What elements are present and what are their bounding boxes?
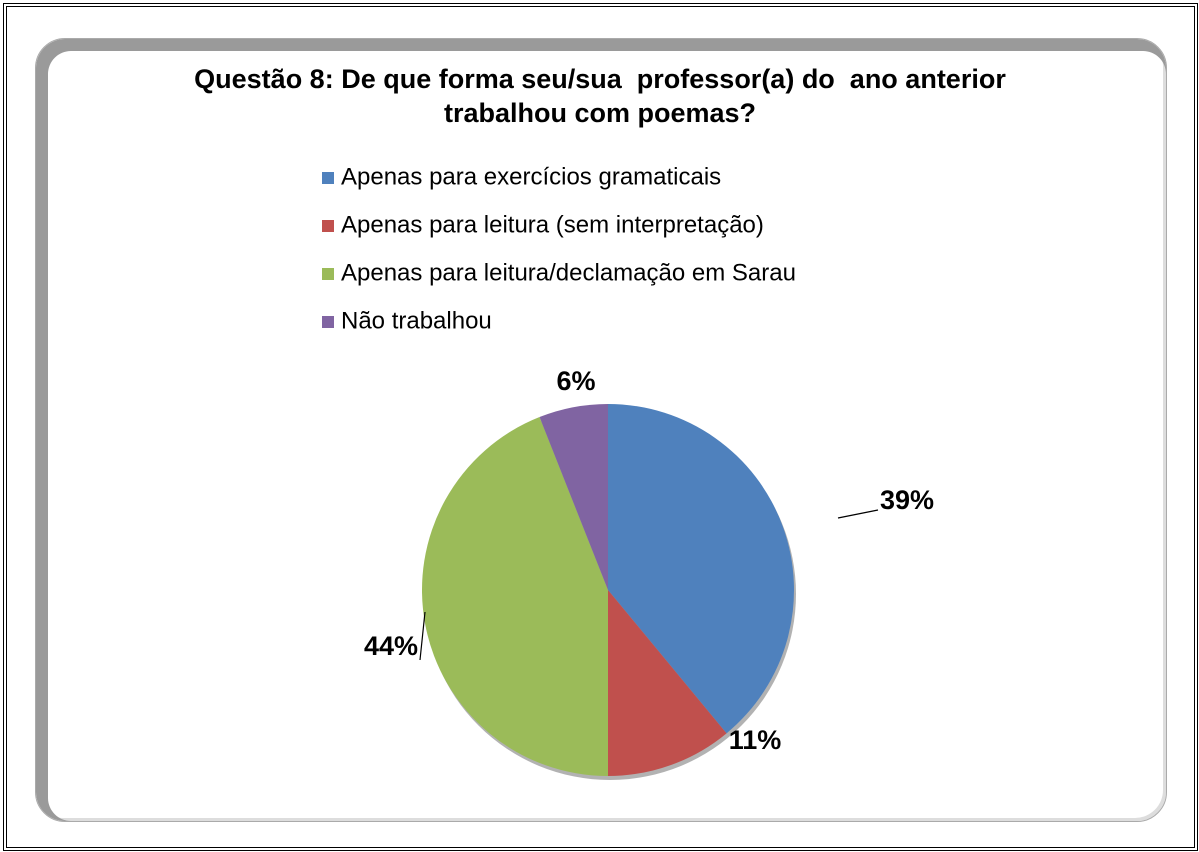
pie-slice [608, 404, 794, 734]
legend-swatch [322, 268, 334, 280]
data-label: 6% [556, 366, 595, 396]
legend-label: Apenas para leitura (sem interpretação) [341, 211, 764, 238]
leader-line [419, 611, 426, 661]
frame [3, 3, 1198, 851]
data-label: 11% [729, 725, 782, 755]
leader-line [837, 509, 879, 519]
legend-swatch [322, 316, 334, 328]
legend-label: Apenas para leitura/declamação em Sarau [341, 259, 796, 286]
data-label: 39% [880, 485, 934, 515]
pie-slice [608, 590, 727, 776]
data-label: 44% [364, 631, 418, 661]
legend-swatch [322, 172, 334, 184]
legend-swatch [322, 220, 334, 232]
legend-label: Apenas para exercícios gramaticais [341, 163, 721, 190]
chart-title: Questão 8: De que forma seu/sua professo… [194, 64, 1021, 128]
pie-slice [539, 404, 608, 590]
pie-slice [422, 417, 608, 776]
legend-label: Não trabalhou [341, 307, 492, 334]
